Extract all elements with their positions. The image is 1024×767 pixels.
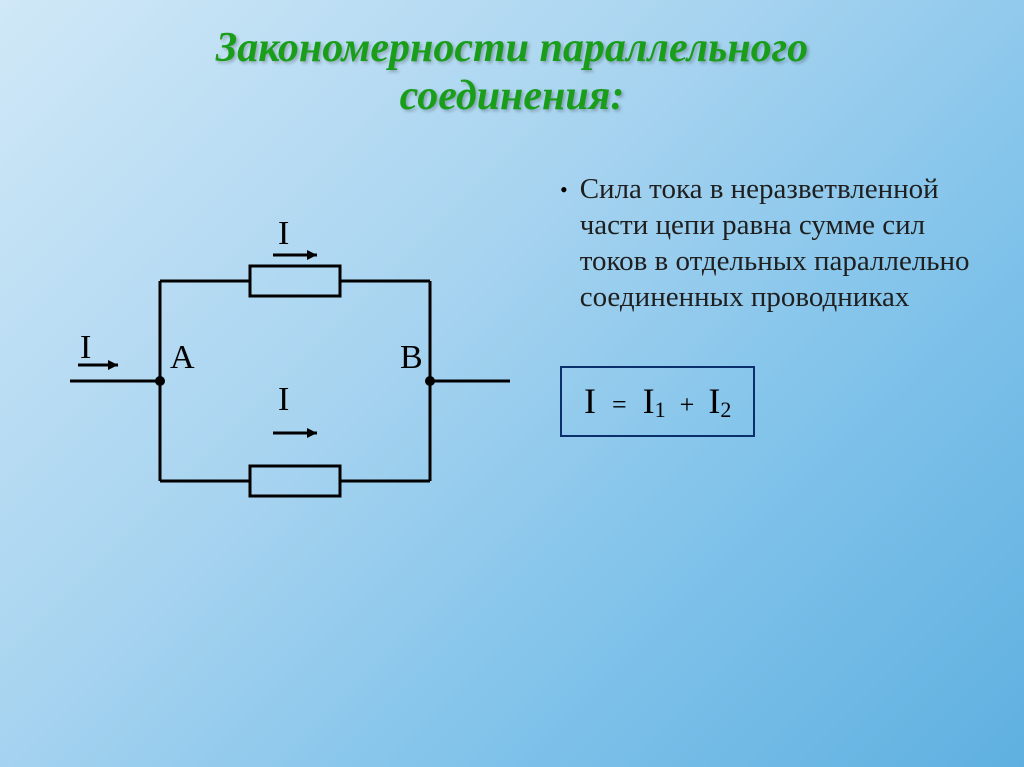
bullet-icon: •: [560, 177, 568, 203]
formula-lhs: I: [584, 381, 596, 421]
formula-I1: I: [643, 381, 655, 421]
title-line1: Закономерности параллельного: [216, 25, 808, 71]
formula-eq: =: [612, 390, 627, 419]
circuit-svg: [70, 221, 510, 521]
text-panel: • Сила тока в неразветвленной части цепи…: [540, 161, 984, 521]
diagram-panel: I I I A B: [40, 161, 540, 521]
label-B: B: [400, 339, 423, 377]
label-I-in: I: [80, 329, 91, 367]
content-row: I I I A B • Сила тока в неразветвленной …: [0, 161, 1024, 521]
parallel-circuit-diagram: I I I A B: [70, 221, 510, 521]
formula-I1-sub: 1: [655, 397, 666, 422]
formula-I2-sub: 2: [720, 397, 731, 422]
title-line2: соединения: [400, 73, 611, 119]
page-title: Закономерности параллельного соединения:: [0, 0, 1024, 121]
label-A: A: [170, 339, 195, 377]
description-text: Сила тока в неразветвленной части цепи р…: [580, 171, 984, 316]
label-I-bot: I: [278, 381, 289, 419]
label-I-top: I: [278, 215, 289, 253]
formula-box: I = I1 + I2: [560, 366, 755, 437]
bullet-row: • Сила тока в неразветвленной части цепи…: [560, 171, 984, 316]
formula-plus: +: [680, 390, 695, 419]
title-punct: :: [610, 73, 624, 119]
formula-I2: I: [708, 381, 720, 421]
